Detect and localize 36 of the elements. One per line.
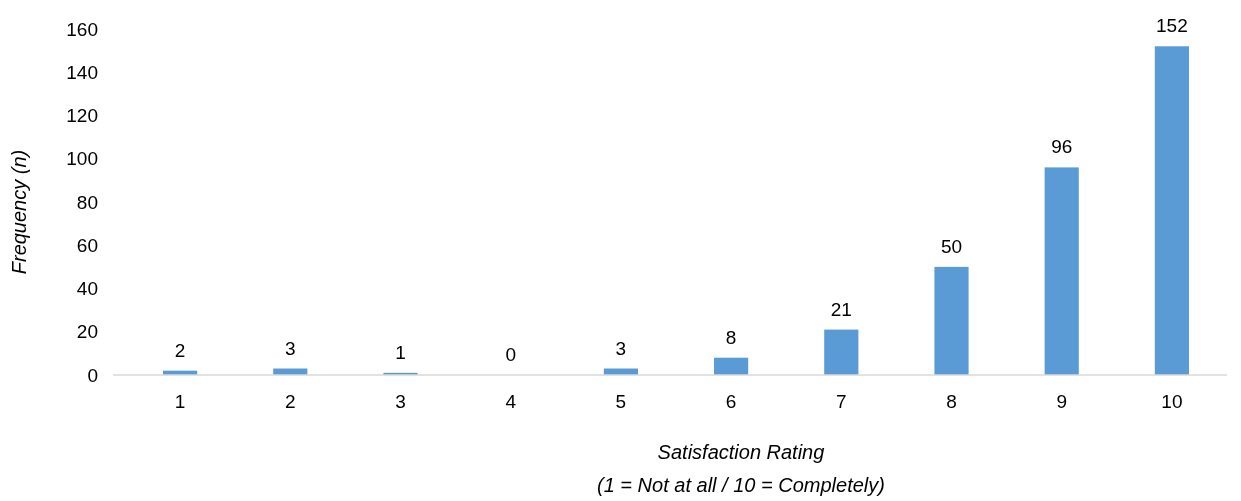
bar: [714, 357, 749, 375]
data-label: 50: [940, 235, 963, 257]
x-axis-title: Satisfaction Rating (1 = Not at all / 10 = Completely): [597, 441, 885, 496]
y-tick-label: 40: [76, 278, 98, 300]
y-tick-label: 100: [66, 148, 98, 170]
y-tick-label: 60: [76, 234, 98, 256]
y-tick-label: 140: [66, 61, 98, 83]
x-tick-label: 10: [1161, 391, 1183, 412]
x-tick-label: 3: [395, 391, 406, 412]
data-label: 2: [174, 339, 186, 361]
y-tick-label: 80: [76, 191, 98, 213]
x-tick-label: 2: [285, 391, 296, 412]
y-tick-label: 160: [66, 18, 98, 40]
y-tick-label: 120: [66, 105, 98, 127]
x-tick-label: 1: [174, 391, 186, 412]
data-label: 0: [505, 344, 516, 365]
bar: [824, 329, 859, 375]
x-tick-label: 6: [725, 391, 737, 412]
bar: [1044, 167, 1079, 375]
data-label: 21: [830, 298, 852, 320]
data-label: 8: [725, 326, 737, 348]
y-tick-label: 20: [76, 321, 98, 343]
x-tick-label: 5: [615, 391, 627, 412]
x-tick-label: 8: [946, 391, 957, 412]
x-tick-label: 7: [836, 391, 847, 412]
data-label: 152: [1156, 15, 1188, 37]
data-label: 1: [395, 341, 406, 363]
x-tick-label: 4: [505, 391, 517, 412]
bar: [1154, 46, 1189, 375]
data-label: 3: [285, 337, 296, 359]
data-label: 96: [1051, 136, 1073, 158]
x-tick-label: 9: [1056, 391, 1067, 412]
y-tick-label: 0: [87, 364, 98, 386]
data-label: 3: [615, 337, 627, 359]
bar: [934, 266, 969, 375]
y-axis-title: Frequency (n): [8, 149, 30, 275]
